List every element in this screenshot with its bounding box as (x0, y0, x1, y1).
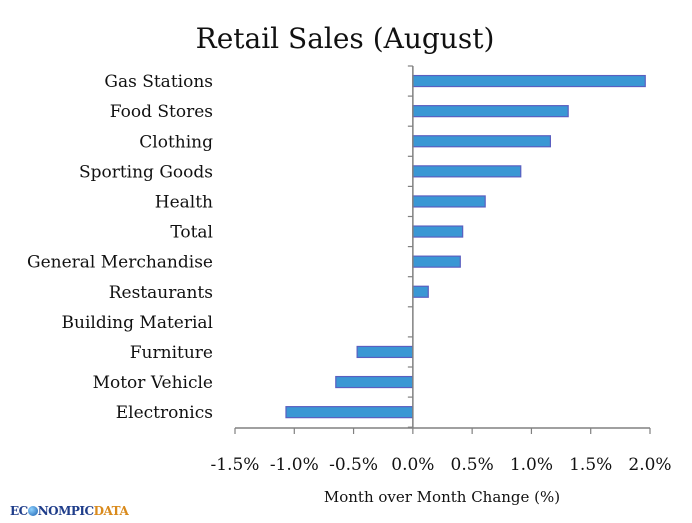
logo-text-2: NOMPIC (37, 504, 94, 518)
x-tick-label: -1.0% (270, 455, 319, 475)
globe-icon (27, 506, 38, 516)
bar (412, 105, 569, 118)
bar (412, 74, 646, 88)
bar (412, 195, 486, 208)
x-tick-label: -0.5% (329, 455, 378, 475)
category-label: Restaurants (109, 283, 213, 303)
bar (412, 135, 552, 148)
category-label: Furniture (130, 343, 213, 363)
axes (234, 65, 651, 434)
x-tick-label: 0.5% (451, 455, 494, 475)
economicdata-logo: EC NOMPICDATA (10, 504, 129, 518)
bar (412, 225, 464, 238)
bar (285, 406, 414, 419)
logo-text-1: EC (10, 504, 28, 518)
logo-text-3: DATA (93, 504, 129, 518)
category-label: Motor Vehicle (93, 373, 213, 393)
category-label: Sporting Goods (79, 162, 213, 182)
x-tick-label: 1.5% (569, 455, 612, 475)
category-labels: Gas Stations Food Stores Clothing Sporting … (27, 72, 213, 423)
x-tick-label: 2.0% (628, 455, 671, 475)
x-tick-label: 1.0% (510, 455, 553, 475)
tick-labels: -1.5% -1.0% -0.5% 0.0% 0.5% 1.0% 1.5% 2.0% (211, 455, 672, 475)
category-label: Gas Stations (104, 72, 213, 92)
category-label: Building Material (62, 313, 213, 333)
bar (356, 345, 414, 359)
chart-title: Retail Sales (August) (196, 22, 495, 55)
x-axis-label: Month over Month Change (%) (324, 488, 560, 506)
bars (285, 74, 646, 419)
category-label: General Merchandise (27, 253, 213, 273)
category-label: Clothing (139, 132, 213, 152)
category-label: Health (155, 192, 213, 212)
x-tick-label: 0.0% (391, 455, 434, 475)
category-label: Electronics (116, 403, 213, 423)
bar (335, 375, 414, 389)
x-tick-label: -1.5% (211, 455, 260, 475)
category-label: Total (170, 223, 213, 243)
bar (412, 165, 522, 178)
category-label: Food Stores (110, 102, 213, 122)
bar (412, 255, 461, 268)
bar (412, 285, 429, 298)
